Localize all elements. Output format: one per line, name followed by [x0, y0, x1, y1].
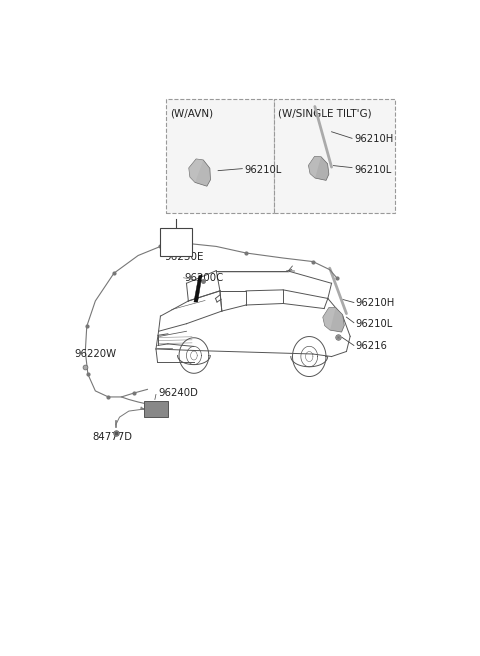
Text: 96210L: 96210L	[354, 165, 391, 174]
Text: 96200C: 96200C	[185, 274, 224, 283]
Polygon shape	[309, 157, 321, 178]
Bar	[144, 401, 168, 417]
Text: 96210H: 96210H	[354, 134, 393, 144]
Text: (W/SINGLE TILT'G): (W/SINGLE TILT'G)	[277, 108, 371, 118]
Bar	[160, 228, 192, 255]
Polygon shape	[189, 159, 210, 186]
Polygon shape	[323, 308, 344, 332]
Text: 96210L: 96210L	[356, 319, 393, 329]
Text: 96220W: 96220W	[74, 349, 116, 359]
Polygon shape	[194, 275, 202, 302]
Text: 96240D: 96240D	[158, 388, 198, 398]
Polygon shape	[309, 157, 329, 180]
Text: 96210H: 96210H	[356, 298, 395, 308]
Bar	[166, 99, 274, 213]
Bar	[274, 99, 395, 213]
Polygon shape	[189, 159, 204, 182]
Polygon shape	[323, 308, 336, 330]
Text: 84777D: 84777D	[93, 432, 133, 442]
Text: (W/AVN): (W/AVN)	[170, 108, 213, 118]
Text: 96210L: 96210L	[244, 165, 281, 174]
Text: 96230E: 96230E	[164, 251, 204, 262]
Text: 96216: 96216	[356, 341, 388, 352]
